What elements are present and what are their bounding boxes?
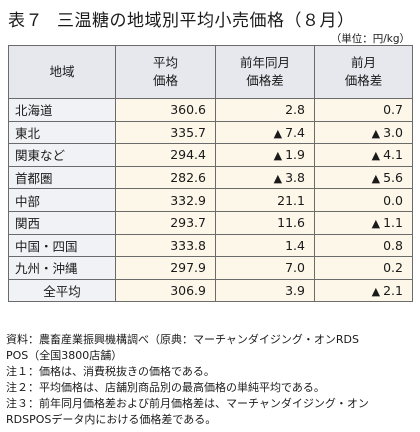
negative-marker: ▲: [371, 149, 381, 163]
table-title-text: 三温糖の地域別平均小売価格（８月）: [57, 11, 355, 31]
negative-marker: ▲: [371, 172, 381, 186]
header-mom-diff: 前月 価格差: [314, 45, 413, 99]
table-row: 九州・沖縄 297.9 7.0 0.2: [8, 256, 413, 280]
yoy-diff-cell: 7.0: [215, 256, 315, 280]
table-row: 全平均 306.9 3.9 ▲ 2.1: [8, 278, 413, 303]
note-3: 注３： 前年同月価格差および前月価格差は、マーチャンダイジング・オン: [6, 397, 369, 410]
source-note-continued: POS（全国3800店舗）: [6, 349, 123, 362]
table-title: 表７ 三温糖の地域別平均小売価格（８月）: [8, 6, 355, 31]
avg-price-cell: 294.4: [115, 143, 216, 167]
diff-value: 1.9: [285, 147, 305, 163]
table-row: 中部 332.9 21.1 0.0: [8, 188, 413, 212]
yoy-diff-cell: 21.1: [215, 188, 315, 212]
table-row: 首都圏 282.6 ▲ 3.8 ▲ 5.6: [8, 165, 413, 190]
diff-value: 0.7: [383, 102, 403, 118]
region-cell: 関西: [8, 210, 116, 235]
note-3-continued: RDSPOSデータ内における価格差である。: [6, 413, 217, 426]
avg-price-cell: 297.9: [115, 256, 216, 280]
mom-diff-cell: 0.8: [314, 233, 413, 258]
price-table: 地域 平均 価格 前年同月 価格差 前月 価格差 北海道 360.6 2.8 0.7 東北 33…: [8, 45, 413, 303]
diff-value: 5.6: [383, 170, 403, 186]
avg-price-cell: 335.7: [115, 120, 216, 145]
mom-diff-cell: ▲ 2.1: [314, 278, 413, 303]
notes-section: 資料： 農畜産業振興機構調べ（原典：マーチャンダイジング・オンRDS POS（全…: [6, 332, 414, 428]
diff-value: 1.4: [285, 237, 305, 253]
diff-value: 21.1: [277, 192, 305, 208]
diff-value: 4.1: [383, 147, 403, 163]
negative-marker: ▲: [371, 126, 381, 140]
table-row: 関西 293.7 11.6 ▲ 1.1: [8, 210, 413, 235]
diff-value: 0.2: [383, 260, 403, 276]
avg-price-cell: 282.6: [115, 165, 216, 190]
negative-marker: ▲: [371, 285, 381, 299]
negative-marker: ▲: [273, 149, 283, 163]
table-row: 関東など 294.4 ▲ 1.9 ▲ 4.1: [8, 143, 413, 167]
note-2: 注２： 平均価格は、店舗別商品別の最高価格の単純平均である。: [6, 381, 325, 394]
table-row: 中国・四国 333.8 1.4 0.8: [8, 233, 413, 258]
header-region: 地域: [8, 45, 116, 99]
yoy-diff-cell: ▲ 3.8: [215, 165, 315, 190]
region-cell: 全平均: [8, 278, 116, 303]
table-row: 北海道 360.6 2.8 0.7: [8, 98, 413, 122]
yoy-diff-cell: ▲ 1.9: [215, 143, 315, 167]
diff-value: 11.6: [277, 215, 305, 231]
mom-diff-cell: 0.2: [314, 256, 413, 280]
yoy-diff-cell: 3.9: [215, 278, 315, 303]
region-cell: 北海道: [8, 98, 116, 122]
region-cell: 首都圏: [8, 165, 116, 190]
header-yoy-diff: 前年同月 価格差: [215, 45, 315, 99]
region-cell: 東北: [8, 120, 116, 145]
avg-price-cell: 332.9: [115, 188, 216, 212]
negative-marker: ▲: [273, 126, 283, 140]
diff-value: 3.9: [285, 283, 305, 299]
mom-diff-cell: ▲ 3.0: [314, 120, 413, 145]
diff-value: 0.8: [383, 237, 403, 253]
region-cell: 九州・沖縄: [8, 256, 116, 280]
mom-diff-cell: 0.0: [314, 188, 413, 212]
diff-value: 2.1: [383, 283, 403, 299]
diff-value: 0.0: [383, 192, 403, 208]
region-cell: 中国・四国: [8, 233, 116, 258]
diff-value: 1.1: [383, 215, 403, 231]
avg-price-cell: 360.6: [115, 98, 216, 122]
source-note: 資料： 農畜産業振興機構調べ（原典：マーチャンダイジング・オンRDS: [6, 333, 359, 346]
diff-value: 7.4: [285, 124, 305, 140]
avg-price-cell: 306.9: [115, 278, 216, 303]
diff-value: 3.0: [383, 124, 403, 140]
negative-marker: ▲: [273, 172, 283, 186]
region-cell: 関東など: [8, 143, 116, 167]
region-cell: 中部: [8, 188, 116, 212]
diff-value: 2.8: [285, 102, 305, 118]
header-avg-price: 平均 価格: [115, 45, 216, 99]
yoy-diff-cell: 11.6: [215, 210, 315, 235]
avg-price-cell: 333.8: [115, 233, 216, 258]
mom-diff-cell: 0.7: [314, 98, 413, 122]
diff-value: 7.0: [285, 260, 305, 276]
yoy-diff-cell: ▲ 7.4: [215, 120, 315, 145]
avg-price-cell: 293.7: [115, 210, 216, 235]
header-row: 地域 平均 価格 前年同月 価格差 前月 価格差: [8, 45, 413, 99]
diff-value: 3.8: [285, 170, 305, 186]
yoy-diff-cell: 1.4: [215, 233, 315, 258]
yoy-diff-cell: 2.8: [215, 98, 315, 122]
mom-diff-cell: ▲ 1.1: [314, 210, 413, 235]
note-1: 注１： 価格は、消費税抜きの価格である。: [6, 365, 215, 378]
table-row: 東北 335.7 ▲ 7.4 ▲ 3.0: [8, 120, 413, 145]
negative-marker: ▲: [371, 217, 381, 231]
table-number: 表７: [8, 11, 43, 31]
mom-diff-cell: ▲ 5.6: [314, 165, 413, 190]
mom-diff-cell: ▲ 4.1: [314, 143, 413, 167]
unit-label: （単位：円/kg）: [330, 33, 410, 45]
